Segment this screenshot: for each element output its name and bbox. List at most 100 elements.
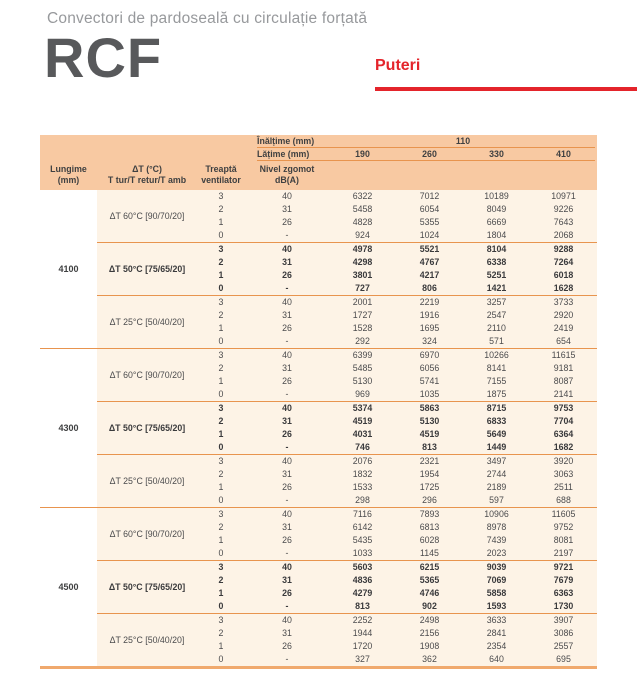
table-row: 2 31 1832 1954 2744 3063 (197, 468, 597, 481)
value-cell: 9226 (553, 204, 574, 214)
zgomot-cell: 31 (282, 575, 292, 585)
value-cell: 5435 (352, 535, 373, 545)
treapta-cell: 3 (218, 191, 224, 201)
value-cell: 4031 (352, 429, 373, 439)
value-cell: 2252 (352, 615, 373, 625)
table-row: 1 26 4279 4746 5858 6363 (197, 587, 597, 600)
value-cell: 4767 (419, 257, 440, 267)
zgomot-cell: 26 (282, 217, 292, 227)
value-cell: 3086 (553, 628, 574, 638)
value-cell: 5863 (419, 403, 440, 413)
lungime-cell: 4100 (40, 190, 97, 348)
section-rows: 3 40 5603 6215 9039 9721 2 31 4836 5365 … (197, 561, 597, 613)
value-cell: 2841 (486, 628, 507, 638)
value-cell: 3257 (486, 297, 507, 307)
length-group: 4100 ΔT 60°C [90/70/20] 3 40 6322 7012 1… (40, 190, 597, 349)
zgomot-cell: 26 (282, 323, 292, 333)
treapta-cell: 1 (218, 482, 224, 492)
table-row: 0 - 813 902 1593 1730 (197, 600, 597, 613)
value-cell: 8049 (486, 204, 507, 214)
group-sections: ΔT 60°C [90/70/20] 3 40 6322 7012 10189 … (97, 190, 597, 348)
value-cell: 7069 (486, 575, 507, 585)
value-cell: 4828 (352, 217, 373, 227)
table-row: 1 26 3801 4217 5251 6018 (197, 269, 597, 282)
product-code-title: RCF (44, 26, 163, 89)
value-cell: 3920 (553, 456, 574, 466)
treapta-cell: 2 (218, 628, 224, 638)
value-cell: 3907 (553, 615, 574, 625)
dt-section: ΔT 50°C [75/65/20] 3 40 5374 5863 8715 9… (97, 402, 597, 455)
value-cell: 327 (355, 654, 370, 664)
section-underline-rule (375, 87, 637, 91)
header-row-inaltime: Înălțime (mm) 110 (40, 135, 597, 148)
table-row: 0 - 292 324 571 654 (197, 335, 597, 348)
header-empty-cell (329, 164, 597, 186)
value-cell: 362 (422, 654, 437, 664)
value-cell: 5485 (352, 363, 373, 373)
value-cell: 1033 (352, 548, 373, 558)
dt-label: ΔT 50°C [75/65/20] (108, 423, 186, 433)
table-row: 2 31 5485 6056 8141 9181 (197, 362, 597, 375)
value-cell: 9752 (553, 522, 574, 532)
zgomot-cell: 31 (282, 363, 292, 373)
value-cell: 571 (489, 336, 504, 346)
dt-label: ΔT 60°C [90/70/20] (109, 370, 185, 380)
value-cell: 1024 (419, 230, 440, 240)
value-cell: 5130 (419, 416, 440, 426)
treapta-cell: 2 (218, 522, 224, 532)
zgomot-cell: - (285, 442, 289, 452)
zgomot-cell: - (285, 230, 289, 240)
value-cell: 10266 (484, 350, 509, 360)
value-cell: 746 (355, 442, 370, 452)
value-cell: 7116 (353, 509, 372, 519)
value-cell: 6338 (486, 257, 507, 267)
table-row: 3 40 7116 7893 10906 11605 (197, 508, 597, 521)
header-rule (257, 160, 595, 161)
treapta-header-line2: ventilator (201, 175, 241, 185)
treapta-cell: 1 (218, 588, 224, 598)
value-cell: 6970 (419, 350, 440, 360)
value-cell: 1875 (486, 389, 507, 399)
zgomot-cell: - (285, 654, 289, 664)
table-row: 1 26 4828 5355 6669 7643 (197, 216, 597, 229)
treapta-cell: 0 (218, 548, 224, 558)
value-cell: 4746 (419, 588, 440, 598)
value-cell: 6018 (553, 270, 574, 280)
value-cell: 10971 (551, 191, 576, 201)
value-cell: 8141 (486, 363, 507, 373)
value-cell: 7679 (553, 575, 574, 585)
table-row: 2 31 5458 6054 8049 9226 (197, 203, 597, 216)
treapta-column-header: Treaptă ventilator (197, 164, 245, 186)
latime-col-410: 410 (556, 149, 571, 159)
section-rows: 3 40 2252 2498 3633 3907 2 31 1944 2156 … (197, 614, 597, 666)
value-cell: 6054 (419, 204, 440, 214)
table-row: 1 26 4031 4519 5649 6364 (197, 428, 597, 441)
value-cell: 4279 (352, 588, 373, 598)
zgomot-header-line2: dB(A) (275, 175, 299, 185)
zgomot-cell: 26 (282, 641, 292, 651)
value-cell: 1727 (352, 310, 373, 320)
section-rows: 3 40 6322 7012 10189 10971 2 31 5458 605… (197, 190, 597, 242)
value-cell: 1695 (419, 323, 440, 333)
value-cell: 1804 (486, 230, 507, 240)
treapta-cell: 2 (218, 257, 224, 267)
treapta-cell: 3 (218, 297, 224, 307)
value-cell: 5130 (352, 376, 373, 386)
table-row: 1 26 1528 1695 2110 2419 (197, 322, 597, 335)
value-cell: 5649 (486, 429, 507, 439)
value-cell: 3633 (486, 615, 507, 625)
value-cell: 2156 (419, 628, 440, 638)
treapta-cell: 2 (218, 575, 224, 585)
table-row: 1 26 1533 1725 2189 2511 (197, 481, 597, 494)
value-cell: 8081 (553, 535, 574, 545)
dt-header-line1: ΔT (°C) (132, 164, 162, 174)
zgomot-cell: 40 (282, 297, 292, 307)
value-cell: 2547 (486, 310, 507, 320)
zgomot-cell: 40 (282, 562, 292, 572)
zgomot-cell: 26 (282, 429, 292, 439)
treapta-cell: 0 (218, 495, 224, 505)
inaltime-value: 110 (455, 136, 471, 146)
treapta-cell: 3 (218, 562, 224, 572)
zgomot-header-line1: Nivel zgomot (259, 164, 315, 174)
zgomot-cell: - (285, 283, 289, 293)
